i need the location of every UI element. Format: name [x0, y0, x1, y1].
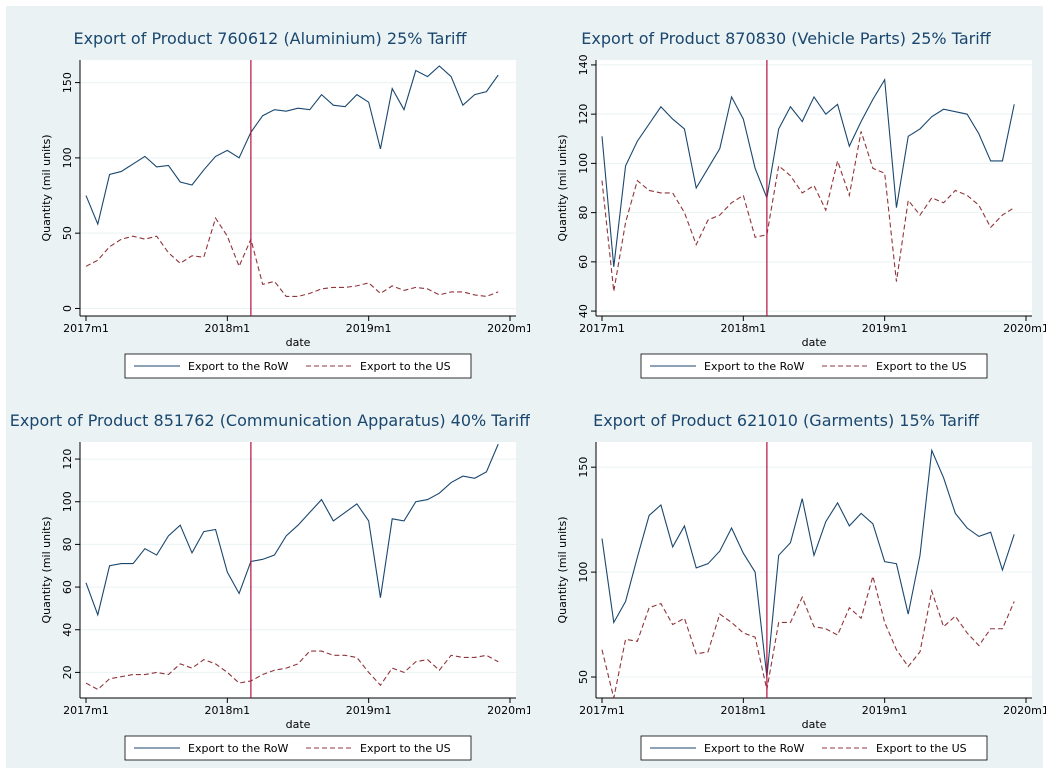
- legend-label: Export to the RoW: [188, 742, 288, 755]
- x-tick-label: 2020m1: [1003, 704, 1046, 717]
- x-axis-label: date: [802, 336, 827, 349]
- y-tick-label: 100: [61, 491, 74, 512]
- x-tick-label: 2017m1: [579, 322, 625, 335]
- plot-area: [596, 442, 1032, 698]
- x-tick-label: 2017m1: [579, 704, 625, 717]
- x-tick-label: 2017m1: [63, 322, 109, 335]
- y-tick-label: 80: [61, 537, 74, 551]
- y-axis-label: Quantity (mil units): [556, 135, 569, 242]
- x-axis-label: date: [286, 718, 311, 731]
- x-tick-label: 2019m1: [862, 322, 908, 335]
- x-axis-label: date: [286, 336, 311, 349]
- y-tick-label: 60: [577, 255, 590, 269]
- y-tick-label: 80: [577, 206, 590, 220]
- y-axis-label: Quantity (mil units): [40, 517, 53, 624]
- y-axis-label: Quantity (mil units): [556, 517, 569, 624]
- y-tick-label: 20: [61, 665, 74, 679]
- chart-panel: Export of Product 760612 (Aluminium) 25%…: [40, 29, 530, 379]
- x-axis-label: date: [802, 718, 827, 731]
- y-tick-label: 150: [577, 457, 590, 478]
- series-line: [85, 65, 499, 226]
- y-tick-label: 100: [577, 153, 590, 174]
- legend-label: Export to the US: [876, 360, 967, 373]
- series-line: [601, 574, 1015, 699]
- plot-area: [80, 442, 516, 698]
- plot-area: [596, 60, 1032, 316]
- y-tick-label: 60: [61, 580, 74, 594]
- series-line: [601, 448, 1015, 678]
- chart-panel: Export of Product 621010 (Garments) 15% …: [556, 411, 1046, 761]
- legend-box: [640, 353, 988, 379]
- y-tick-label: 140: [577, 54, 590, 75]
- plot-area: [80, 60, 516, 316]
- y-tick-label: 50: [61, 226, 74, 240]
- legend-label: Export to the RoW: [704, 742, 804, 755]
- chart-panel: Export of Product 851762 (Communication …: [10, 411, 530, 761]
- legend-label: Export to the US: [360, 742, 451, 755]
- legend-box: [640, 735, 988, 761]
- x-tick-label: 2017m1: [63, 704, 109, 717]
- chart-panel: Export of Product 870830 (Vehicle Parts)…: [556, 29, 1046, 379]
- x-tick-label: 2018m1: [720, 322, 766, 335]
- y-tick-label: 40: [577, 304, 590, 318]
- y-tick-label: 120: [577, 104, 590, 125]
- chart-title: Export of Product 870830 (Vehicle Parts)…: [581, 29, 991, 48]
- chart-title: Export of Product 851762 (Communication …: [10, 411, 530, 430]
- y-axis-label: Quantity (mil units): [40, 135, 53, 242]
- y-tick-label: 100: [61, 147, 74, 168]
- chart-title: Export of Product 621010 (Garments) 15% …: [593, 411, 980, 430]
- x-tick-label: 2019m1: [346, 704, 392, 717]
- chart-title: Export of Product 760612 (Aluminium) 25%…: [73, 29, 467, 48]
- x-tick-label: 2018m1: [204, 322, 250, 335]
- series-line: [601, 77, 1015, 267]
- x-tick-label: 2020m1: [487, 704, 530, 717]
- x-tick-label: 2018m1: [720, 704, 766, 717]
- y-tick-label: 0: [61, 305, 74, 312]
- series-line: [601, 131, 1015, 292]
- x-tick-label: 2018m1: [204, 704, 250, 717]
- y-tick-label: 150: [61, 72, 74, 93]
- y-tick-label: 40: [61, 623, 74, 637]
- series-line: [85, 443, 499, 617]
- legend-label: Export to the US: [876, 742, 967, 755]
- x-tick-label: 2019m1: [862, 704, 908, 717]
- x-tick-label: 2020m1: [487, 322, 530, 335]
- x-tick-label: 2020m1: [1003, 322, 1046, 335]
- legend-label: Export to the RoW: [704, 360, 804, 373]
- legend-label: Export to the RoW: [188, 360, 288, 373]
- series-line: [85, 216, 499, 297]
- legend-label: Export to the US: [360, 360, 451, 373]
- x-tick-label: 2019m1: [346, 322, 392, 335]
- y-tick-label: 120: [61, 449, 74, 470]
- y-tick-label: 100: [577, 562, 590, 583]
- legend-box: [124, 735, 472, 761]
- y-tick-label: 50: [577, 670, 590, 684]
- series-line: [85, 650, 499, 691]
- legend-box: [124, 353, 472, 379]
